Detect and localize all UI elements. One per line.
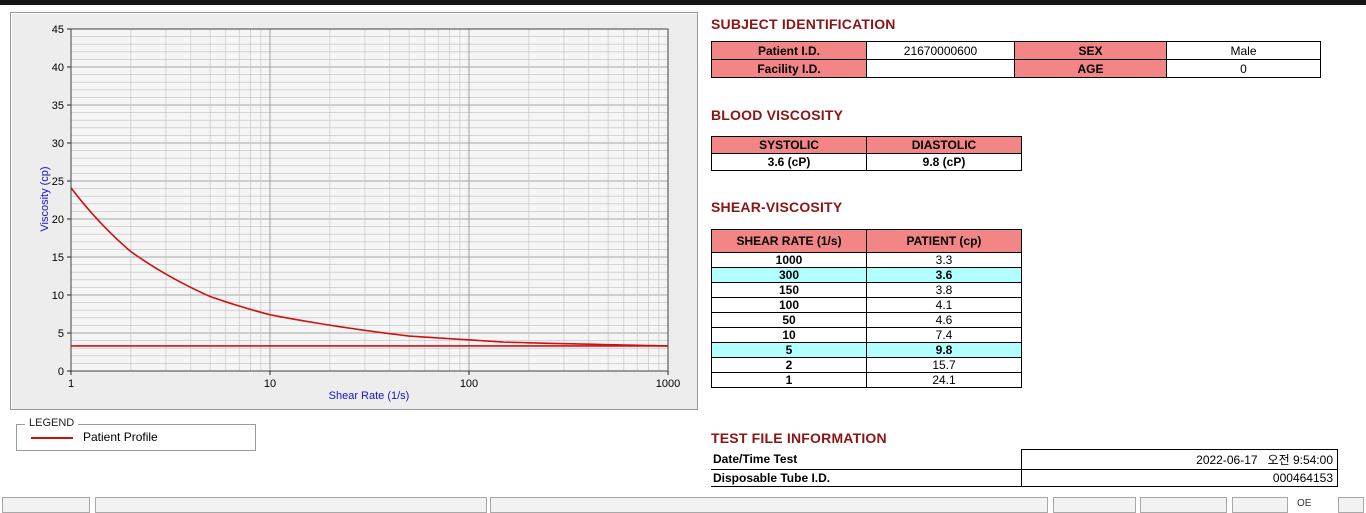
- svg-text:35: 35: [52, 100, 64, 112]
- patient-profile-label: Patient Profile: [83, 430, 158, 444]
- svg-text:0: 0: [58, 366, 64, 378]
- systolic-value: 3.6 (cP): [711, 153, 867, 171]
- subject-identification-title: SUBJECT IDENTIFICATION: [711, 16, 896, 32]
- shear-viscosity-chart: 0 5 10 15 20 25 30 35 40 45 1 10 100 1000: [52, 24, 680, 390]
- shear-rate-value: 1: [711, 372, 867, 388]
- sex-label: SEX: [1014, 41, 1167, 60]
- svg-text:40: 40: [52, 62, 64, 74]
- chart-legend: LEGEND Patient Profile: [16, 417, 256, 451]
- chart-panel: 0 5 10 15 20 25 30 35 40 45 1 10 100 1000 Viscosity (…: [10, 12, 698, 410]
- age-value: 0: [1166, 59, 1321, 78]
- chart-x-axis-title: Shear Rate (1/s): [328, 390, 410, 402]
- svg-text:10: 10: [52, 290, 64, 302]
- svg-text:5: 5: [58, 328, 64, 340]
- patient-profile-line-swatch: [31, 437, 73, 439]
- patient-viscosity-value: 15.7: [866, 357, 1022, 373]
- shear-table-row: 150 3.8: [711, 282, 1022, 298]
- blood-viscosity-title: BLOOD VISCOSITY: [711, 107, 844, 123]
- sex-value: Male: [1166, 41, 1321, 60]
- chart-y-axis-title: Viscosity (cp): [39, 166, 51, 232]
- shear-table-row: 50 4.6: [711, 312, 1022, 328]
- bottom-partial-text: OE: [1297, 498, 1312, 509]
- window-top-strip: [0, 0, 1366, 5]
- test-file-table: Date/Time Test 2022-06-17 오전 9:54:00 Dis…: [711, 449, 1338, 487]
- svg-text:30: 30: [52, 138, 64, 150]
- svg-text:10: 10: [264, 378, 276, 390]
- bottom-panel-fragment[interactable]: [1232, 497, 1288, 513]
- patient-viscosity-value: 24.1: [866, 372, 1022, 388]
- blood-value-row: 3.6 (cP) 9.8 (cP): [711, 153, 1022, 171]
- diastolic-header: DIASTOLIC: [866, 136, 1022, 154]
- bottom-panel-fragment[interactable]: [1053, 497, 1136, 513]
- bottom-panel-fragment[interactable]: [1338, 497, 1364, 513]
- age-label: AGE: [1014, 59, 1167, 78]
- diastolic-value: 9.8 (cP): [866, 153, 1022, 171]
- svg-text:20: 20: [52, 214, 64, 226]
- shear-rate-value: 300: [711, 267, 867, 283]
- subject-row: Facility I.D. AGE 0: [711, 59, 1321, 78]
- date-time-test-label: Date/Time Test: [711, 449, 1022, 470]
- svg-text:25: 25: [52, 176, 64, 188]
- bottom-panel-fragment[interactable]: [1140, 497, 1227, 513]
- svg-text:15: 15: [52, 252, 64, 264]
- disposable-tube-id-value: 000464153: [1021, 469, 1338, 487]
- patient-id-label: Patient I.D.: [711, 41, 867, 60]
- blood-viscosity-table: SYSTOLIC DIASTOLIC 3.6 (cP) 9.8 (cP): [711, 136, 1022, 171]
- shear-viscosity-title: SHEAR-VISCOSITY: [711, 199, 843, 215]
- svg-text:100: 100: [460, 378, 478, 390]
- shear-viscosity-table: SHEAR RATE (1/s) PATIENT (cp) 1000 3.3 3…: [711, 229, 1022, 388]
- blood-header-row: SYSTOLIC DIASTOLIC: [711, 136, 1022, 154]
- svg-text:45: 45: [52, 24, 64, 36]
- shear-table-row: 2 15.7: [711, 357, 1022, 373]
- facility-id-value: [866, 59, 1015, 78]
- bottom-panel-fragment[interactable]: [490, 497, 1048, 513]
- shear-rate-value: 5: [711, 342, 867, 358]
- shear-table-row: 300 3.6: [711, 267, 1022, 283]
- shear-table-row: 5 9.8: [711, 342, 1022, 358]
- legend-caption: LEGEND: [25, 417, 79, 429]
- patient-id-value: 21670000600: [866, 41, 1015, 60]
- shear-rate-value: 2: [711, 357, 867, 373]
- patient-viscosity-value: 4.6: [866, 312, 1022, 328]
- shear-rate-value: 150: [711, 282, 867, 298]
- test-file-row: Date/Time Test 2022-06-17 오전 9:54:00: [711, 449, 1338, 470]
- shear-table-row: 100 4.1: [711, 297, 1022, 313]
- disposable-tube-id-label: Disposable Tube I.D.: [711, 469, 1022, 487]
- patient-viscosity-value: 9.8: [866, 342, 1022, 358]
- patient-viscosity-value: 7.4: [866, 327, 1022, 343]
- patient-viscosity-value: 4.1: [866, 297, 1022, 313]
- facility-id-label: Facility I.D.: [711, 59, 867, 78]
- shear-table-row: 10 7.4: [711, 327, 1022, 343]
- shear-rate-value: 50: [711, 312, 867, 328]
- svg-text:1000: 1000: [656, 378, 680, 390]
- shear-rate-value: 100: [711, 297, 867, 313]
- patient-cp-header: PATIENT (cp): [866, 229, 1022, 253]
- shear-rate-header: SHEAR RATE (1/s): [711, 229, 867, 253]
- shear-header-row: SHEAR RATE (1/s) PATIENT (cp): [711, 229, 1022, 253]
- test-file-information-title: TEST FILE INFORMATION: [711, 430, 887, 446]
- shear-table-row: 1000 3.3: [711, 252, 1022, 268]
- subject-row: Patient I.D. 21670000600 SEX Male: [711, 41, 1321, 60]
- bottom-panel-fragment[interactable]: [2, 497, 90, 513]
- patient-viscosity-value: 3.3: [866, 252, 1022, 268]
- shear-table-row: 1 24.1: [711, 372, 1022, 388]
- systolic-header: SYSTOLIC: [711, 136, 867, 154]
- patient-viscosity-value: 3.8: [866, 282, 1022, 298]
- subject-identification-table: Patient I.D. 21670000600 SEX Male Facili…: [711, 41, 1321, 78]
- patient-viscosity-value: 3.6: [866, 267, 1022, 283]
- test-file-row: Disposable Tube I.D. 000464153: [711, 469, 1338, 487]
- shear-rate-value: 1000: [711, 252, 867, 268]
- shear-rate-value: 10: [711, 327, 867, 343]
- bottom-panel-fragment[interactable]: [95, 497, 487, 513]
- date-time-test-value: 2022-06-17 오전 9:54:00: [1021, 449, 1338, 470]
- svg-text:1: 1: [68, 378, 74, 390]
